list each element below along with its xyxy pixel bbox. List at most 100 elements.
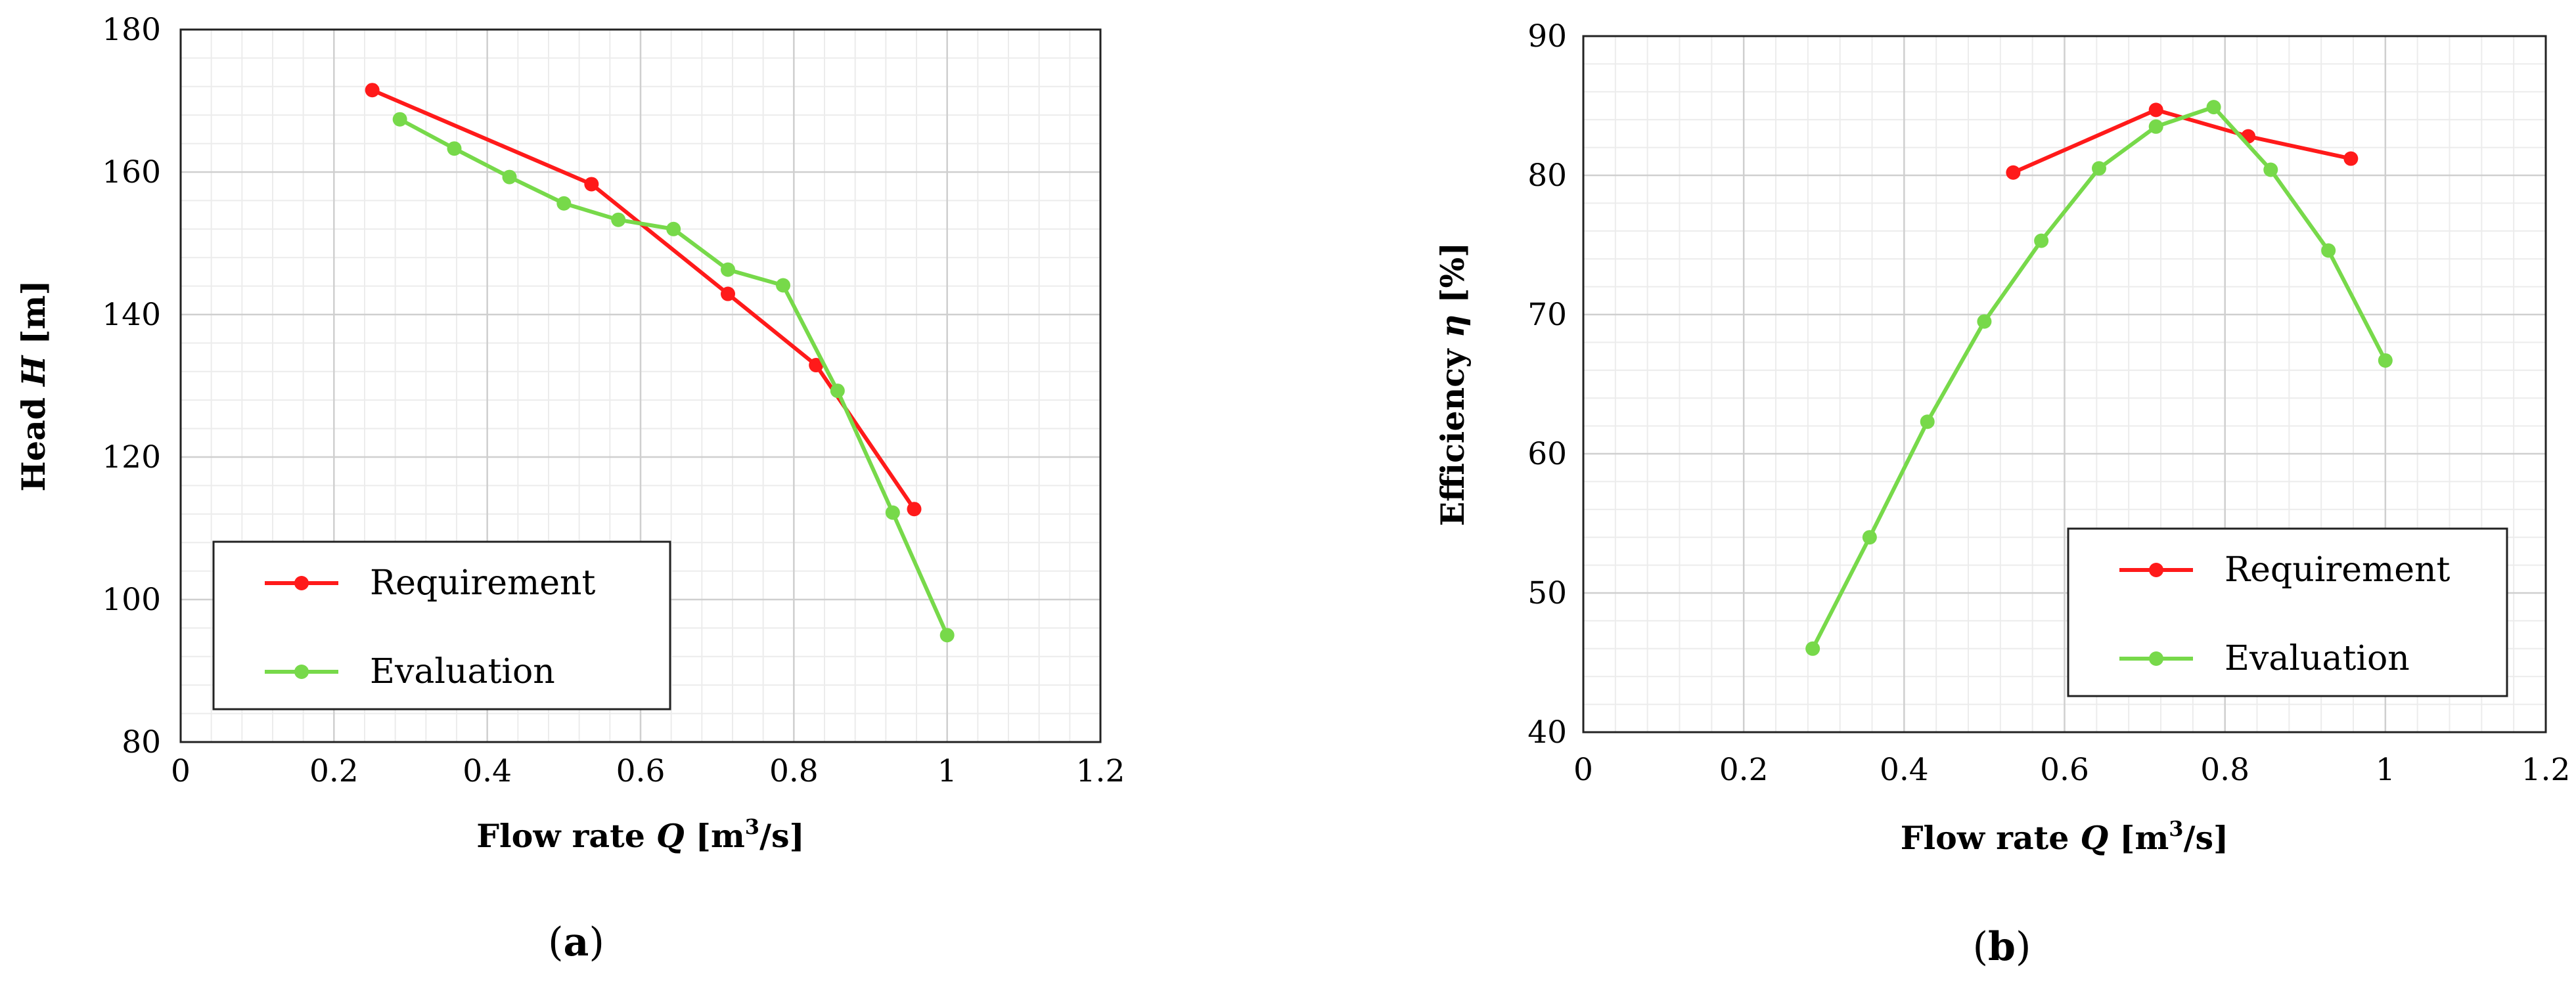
x-axis-label: Flow rate Q [m3/s]: [1901, 816, 2228, 857]
legend-label: Evaluation: [370, 652, 555, 691]
y-tick-label: 90: [1527, 18, 1567, 55]
legend-box: [212, 540, 671, 711]
panel-label-letter: a: [564, 919, 589, 965]
y-tick-label: 160: [102, 154, 161, 190]
x-axis-label-text: Flow rate: [476, 817, 656, 855]
data-point-evaluation: [392, 112, 407, 127]
data-point-evaluation: [1920, 414, 1935, 429]
y-axis-label-text: Head: [14, 386, 53, 492]
legend-swatch-marker: [294, 665, 309, 679]
legend-swatch-marker: [2149, 651, 2163, 666]
data-point-requirement: [809, 358, 824, 373]
data-point-evaluation: [2378, 353, 2393, 368]
y-axis-label-variable: H: [14, 355, 53, 387]
plot-frame: [1582, 35, 2547, 733]
plot-frame: [179, 28, 1102, 743]
y-axis-label-text: Efficiency: [1434, 338, 1472, 526]
data-point-evaluation: [2148, 119, 2163, 134]
data-point-evaluation: [2321, 243, 2336, 258]
data-point-evaluation: [502, 169, 517, 185]
y-tick-label: 80: [122, 724, 161, 760]
data-point-evaluation: [2263, 162, 2278, 177]
x-axis-label: Flow rate Q [m3/s]: [476, 814, 804, 855]
data-point-requirement: [2006, 165, 2021, 180]
x-tick-label: 1.2: [2521, 752, 2571, 788]
data-point-evaluation: [2034, 233, 2049, 248]
chart-panel-a: 0 0.2 0.4 0.6 0.8 1 1.2 80 100 120 140 160 180 Flow r…: [14, 12, 1125, 965]
y-axis-label: Efficiency η [%]: [1434, 242, 1472, 526]
x-tick-label: 0.6: [616, 753, 666, 789]
x-axis-label-superscript: 3: [2169, 816, 2183, 841]
x-tick-label: 0.6: [2040, 752, 2089, 788]
x-tick-label: 0: [171, 753, 191, 789]
x-tick-label: 0.8: [2200, 752, 2249, 788]
x-axis-label-unit-end: /s]: [2184, 819, 2229, 857]
legend: Requirement Evaluation: [2067, 527, 2508, 697]
data-point-evaluation: [611, 212, 626, 227]
y-tick-label: 40: [1527, 714, 1567, 751]
panel-label-open: (: [1973, 924, 1988, 970]
x-axis-label-unit: [m: [2108, 819, 2169, 857]
y-axis-label: Head H [m]: [14, 280, 53, 491]
x-axis-label-text: Flow rate: [1901, 819, 2081, 857]
x-tick-label: 1.2: [1076, 753, 1125, 789]
y-tick-label: 70: [1527, 297, 1567, 333]
data-point-requirement: [584, 177, 599, 192]
panel-label-letter: b: [1988, 924, 2016, 970]
x-tick-label: 0.8: [769, 753, 819, 789]
data-point-evaluation: [1805, 641, 1820, 656]
x-axis-label-unit-end: /s]: [759, 817, 805, 855]
data-point-evaluation: [721, 262, 735, 277]
data-point-evaluation: [776, 278, 790, 293]
x-tick-label: 0.4: [463, 753, 512, 789]
y-tick-label: 80: [1527, 158, 1567, 194]
y-tick-label: 100: [102, 582, 161, 618]
legend-swatch-marker: [2149, 563, 2163, 577]
data-point-requirement: [2148, 102, 2163, 118]
data-point-evaluation: [2091, 161, 2106, 176]
y-tick-label: 50: [1527, 575, 1567, 611]
data-point-requirement: [907, 502, 922, 517]
y-tick-label: 180: [102, 12, 161, 48]
x-tick-label: 0.2: [309, 753, 359, 789]
legend-label: Evaluation: [2225, 639, 2410, 678]
panel-label-close: ): [589, 919, 604, 965]
legend-box: [2067, 527, 2508, 697]
data-point-evaluation: [830, 383, 845, 399]
legend-label: Requirement: [370, 563, 596, 603]
x-axis-label-superscript: 3: [745, 814, 759, 839]
y-axis-label-variable: η: [1434, 315, 1472, 338]
data-point-evaluation: [885, 505, 900, 520]
panel-label-open: (: [548, 919, 563, 965]
data-point-evaluation: [939, 628, 955, 643]
data-point-requirement: [2343, 151, 2359, 166]
x-tick-label: 0.4: [1880, 752, 1929, 788]
data-point-requirement: [721, 286, 735, 301]
y-axis-label-unit: [m]: [14, 280, 53, 355]
x-tick-label: 0: [1573, 752, 1593, 788]
x-tick-label: 1: [2376, 752, 2395, 788]
data-point-evaluation: [447, 141, 462, 156]
y-tick-label: 120: [102, 439, 161, 475]
panel-label: (b): [1973, 924, 2031, 970]
legend-label: Requirement: [2225, 550, 2451, 590]
x-axis-label-variable: Q: [656, 817, 685, 855]
x-tick-label: 0.2: [1719, 752, 1769, 788]
data-point-evaluation: [2206, 100, 2221, 115]
data-point-evaluation: [1862, 530, 1877, 545]
y-tick-label: 60: [1527, 436, 1567, 472]
data-point-evaluation: [556, 196, 572, 211]
data-point-requirement: [365, 83, 380, 98]
legend: Requirement Evaluation: [212, 540, 671, 711]
data-point-evaluation: [1977, 314, 1992, 329]
y-tick-label: 140: [102, 297, 161, 333]
chart-panel-b: 0 0.2 0.4 0.6 0.8 1 1.2 40 50 60 70 80 90 Flow rate Q…: [1434, 18, 2570, 970]
series-line-requirement: [2012, 108, 2351, 175]
legend-swatch-marker: [294, 576, 309, 590]
x-axis-label-variable: Q: [2081, 819, 2109, 857]
x-tick-label: 1: [938, 753, 957, 789]
y-axis-label-unit: [%]: [1434, 242, 1472, 315]
data-point-evaluation: [666, 221, 681, 236]
panel-label-close: ): [2016, 924, 2031, 970]
